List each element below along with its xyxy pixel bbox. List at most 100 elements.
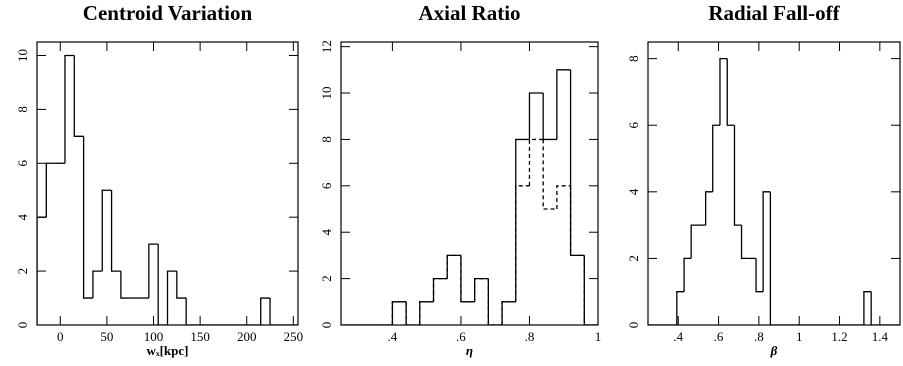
histogram-bin: [446, 254, 461, 279]
series: [37, 54, 298, 325]
histogram-bin: [583, 255, 598, 325]
y-tick-label: 4: [319, 228, 334, 235]
y-tick-label: 6: [626, 121, 641, 128]
x-tick-label: .6: [714, 329, 724, 344]
histogram-bin: [82, 136, 93, 299]
histogram-bin: [542, 93, 557, 141]
histogram-bin: [528, 92, 544, 140]
histogram-bin: [405, 301, 420, 325]
histogram-bin: [719, 57, 728, 126]
plot-frame: [340, 41, 599, 326]
histogram-bin: [569, 185, 585, 257]
histogram-bin: [762, 191, 771, 292]
histogram-bin: [712, 124, 720, 192]
y-tick-label: 2: [15, 268, 30, 275]
series: [648, 57, 900, 325]
histogram-bin: [157, 244, 168, 325]
histogram-bin: [863, 291, 872, 325]
histogram-bin: [487, 278, 503, 325]
histogram-bin: [705, 191, 713, 226]
x-tick-label: 150: [190, 329, 210, 344]
histogram-bin: [769, 191, 778, 325]
histogram-bin: [391, 301, 407, 325]
x-tick-label: 200: [237, 329, 257, 344]
histogram-bin: [740, 225, 749, 260]
histogram-bin: [473, 277, 489, 302]
histogram-bin: [460, 255, 475, 303]
y-tick-label: 10: [15, 49, 30, 62]
x-tick-label: 1: [796, 329, 803, 344]
histogram-bin: [583, 255, 598, 325]
histogram-bin: [432, 277, 448, 302]
histogram-bin: [45, 162, 56, 218]
histogram-bin: [405, 301, 420, 325]
histogram-bin: [683, 257, 692, 292]
plot-frame: [647, 41, 901, 326]
histogram-bin: [148, 243, 159, 299]
x-tick-label: .8: [525, 329, 535, 344]
x-tick-label: 250: [284, 329, 304, 344]
histogram-bin: [419, 301, 434, 325]
histogram-bin: [569, 69, 585, 257]
histogram-bin: [870, 291, 879, 325]
histogram-bin: [542, 139, 557, 210]
histogram-bin: [73, 55, 84, 137]
y-tick-label: 8: [319, 136, 334, 143]
histogram-bin: [166, 270, 177, 325]
histogram-bin: [733, 125, 742, 226]
histogram-bin: [92, 270, 103, 299]
y-tick-label: 2: [319, 275, 334, 282]
histogram-bin: [260, 297, 271, 325]
histogram-bin: [446, 254, 461, 279]
y-tick-label: 4: [626, 188, 641, 195]
y-tick-label: 0: [626, 322, 641, 329]
histogram-bin: [473, 277, 489, 302]
histogram-bin: [501, 301, 516, 325]
y-tick-label: 0: [15, 322, 30, 329]
histogram-bin: [391, 301, 407, 325]
histogram-bin: [432, 277, 448, 302]
panel: Radial Fall-off β .4 .6 .8 1 1.2 1.4 0 2 4 6 8: [626, 1, 901, 358]
histogram-bin: [755, 258, 764, 293]
histogram-bin: [501, 301, 516, 325]
y-tick-label: 8: [15, 106, 30, 113]
histogram-bin: [676, 291, 685, 325]
x-tick-label: 0: [57, 329, 64, 344]
x-tick-label: 50: [100, 329, 113, 344]
chart-title: Radial Fall-off: [708, 1, 840, 25]
y-tick-label: 8: [626, 55, 641, 62]
histogram-bin: [487, 278, 503, 325]
histogram-bin: [419, 301, 434, 325]
histogram-bin: [269, 298, 280, 325]
histogram-bin: [556, 185, 571, 210]
y-tick-label: 2: [626, 255, 641, 262]
histogram-bin: [101, 189, 112, 272]
histogram-bin: [528, 138, 544, 186]
x-tick-label: .8: [754, 329, 764, 344]
chart-title: Axial Ratio: [418, 1, 520, 25]
x-tick-label: .4: [388, 329, 398, 344]
x-axis-label: wₓ[kpc]: [147, 343, 189, 358]
x-axis-label: β: [770, 343, 778, 358]
histogram-bin: [690, 224, 699, 259]
series: [341, 138, 598, 325]
histogram-bin: [185, 298, 196, 325]
x-tick-label: 1.2: [831, 329, 847, 344]
histogram-bin: [64, 54, 75, 164]
y-tick-label: 4: [15, 213, 30, 220]
x-tick-label: 1: [595, 329, 602, 344]
histogram-bin: [515, 185, 530, 302]
histogram-bin: [460, 255, 475, 303]
y-tick-label: 0: [319, 322, 334, 329]
y-tick-label: 6: [15, 160, 30, 167]
y-tick-label: 6: [319, 182, 334, 189]
x-tick-label: .4: [673, 329, 683, 344]
histogram-bin: [110, 190, 121, 272]
x-tick-label: 100: [144, 329, 164, 344]
histogram-bin: [556, 69, 571, 140]
y-tick-label: 12: [319, 40, 334, 53]
histogram-bin: [515, 138, 530, 302]
